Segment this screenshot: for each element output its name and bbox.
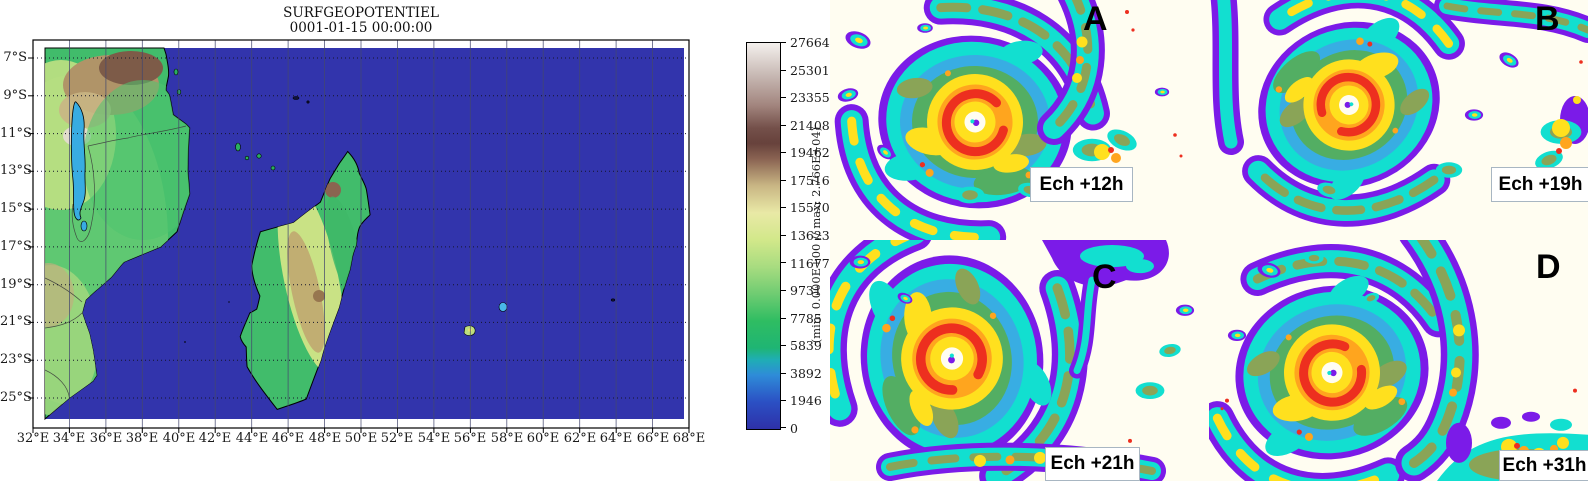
colorbar-tick-label: 11677 (790, 256, 830, 271)
colorbar-tick-label: 17516 (790, 173, 830, 188)
y-tick-label: 25°S (0, 390, 32, 405)
y-tick-label: 13°S (0, 163, 32, 178)
colorbar-tick (780, 373, 786, 374)
x-tick-label: 62°E (563, 431, 597, 446)
colorbar-tick (780, 290, 786, 291)
colorbar-tick (780, 427, 786, 428)
colorbar-tick-label: 19462 (790, 145, 830, 160)
y-tick-label: 15°S (0, 201, 32, 216)
country-borders (44, 125, 187, 399)
x-tick-label: 58°E (490, 431, 524, 446)
y-tick-label: 19°S (0, 277, 32, 292)
x-tick-label: 52°E (380, 431, 414, 446)
colorbar-tick-label: 23355 (790, 90, 830, 105)
colorbar-tick-label: 7785 (790, 311, 822, 326)
lake-malombe (80, 220, 88, 232)
colorbar-minmax-label: (min: 0.000E+00 // max: 2.766E+04) (809, 126, 823, 344)
colorbar-tick-label: 15570 (790, 200, 830, 215)
x-tick-label: 32°E (16, 431, 50, 446)
colorbar-tick-label: 5839 (790, 338, 822, 353)
map-subtitle: 0001-01-15 00:00:00 (289, 20, 433, 36)
map-title: SURFGEOPOTENTIEL (283, 5, 439, 21)
panel-letter-d: D (1536, 248, 1561, 286)
colorbar-tick (780, 345, 786, 346)
colorbar-tick (780, 262, 786, 263)
colorbar-tick (780, 42, 786, 43)
x-tick-label: 34°E (52, 431, 86, 446)
x-tick-label: 66°E (636, 431, 670, 446)
colorbar-tick-label: 27664 (790, 35, 830, 50)
colorbar-tick (780, 207, 786, 208)
colorbar-tick (780, 152, 786, 153)
axis-ticks (28, 57, 690, 433)
colorbar-tick (780, 125, 786, 126)
forecast-panels-grid: A Ech +12h (830, 0, 1588, 481)
colorbar-tick-label: 9731 (790, 283, 822, 298)
colorbar-tick-label: 1946 (790, 393, 822, 408)
ech-label-b: Ech +19h (1491, 167, 1588, 202)
cyclone-graphic-b (1209, 0, 1588, 240)
colorbar-tick (780, 70, 786, 71)
colorbar-tick (780, 235, 786, 236)
y-tick-label: 9°S (3, 88, 27, 103)
x-tick-label: 56°E (453, 431, 487, 446)
x-tick-label: 64°E (599, 431, 633, 446)
colorbar-tick-label: 13623 (790, 228, 830, 243)
x-tick-label: 48°E (308, 431, 342, 446)
y-tick-label: 7°S (3, 50, 27, 65)
ech-label-c: Ech +21h (1045, 447, 1140, 481)
y-tick-label: 17°S (0, 239, 32, 254)
x-tick-label: 38°E (125, 431, 159, 446)
panel-a: A Ech +12h (830, 0, 1209, 240)
colorbar-tick (780, 400, 786, 401)
africa-terrain (45, 51, 190, 415)
x-tick-label: 42°E (198, 431, 232, 446)
x-tick-label: 60°E (526, 431, 560, 446)
x-tick-label: 40°E (162, 431, 196, 446)
map-grid (33, 40, 689, 428)
ech-label-d: Ech +31h (1499, 450, 1588, 481)
ech-label-a: Ech +12h (1030, 167, 1133, 202)
colorbar-tick (780, 318, 786, 319)
colorbar-tick-label: 25301 (790, 63, 830, 78)
y-tick-label: 11°S (0, 126, 32, 141)
panel-letter-a: A (1083, 0, 1108, 38)
x-tick-label: 46°E (271, 431, 305, 446)
geopotential-map-figure: SURFGEOPOTENTIEL 0001-01-15 00:00:00 (0, 5, 830, 446)
colorbar-tick (780, 180, 786, 181)
x-tick-label: 50°E (344, 431, 378, 446)
cyclone-graphic-c (830, 240, 1195, 481)
panel-letter-b: B (1535, 0, 1560, 38)
panel-c: C Ech +21h (830, 240, 1209, 481)
panel-d: D Ech +31h (1209, 240, 1588, 481)
x-tick-label: 44°E (235, 431, 269, 446)
colorbar-tick-label: 21408 (790, 118, 830, 133)
cyclone-graphic-d (1209, 240, 1588, 481)
colorbar-tick (780, 97, 786, 98)
cyclone-graphic-a (830, 0, 1183, 240)
madagascar-terrain (277, 181, 365, 375)
lake-malawi (70, 101, 86, 221)
colorbar-gradient (746, 42, 781, 430)
panel-b: B Ech +19h (1209, 0, 1588, 240)
map-canvas (28, 39, 690, 433)
colorbar-tick-label: 3892 (790, 366, 822, 381)
colorbar-tick-label: 0 (790, 421, 798, 436)
x-tick-label: 36°E (89, 431, 123, 446)
x-tick-label: 68°E (672, 431, 706, 446)
y-tick-label: 21°S (0, 314, 32, 329)
panel-letter-c: C (1092, 258, 1117, 296)
x-tick-label: 54°E (417, 431, 451, 446)
y-tick-label: 23°S (0, 352, 32, 367)
